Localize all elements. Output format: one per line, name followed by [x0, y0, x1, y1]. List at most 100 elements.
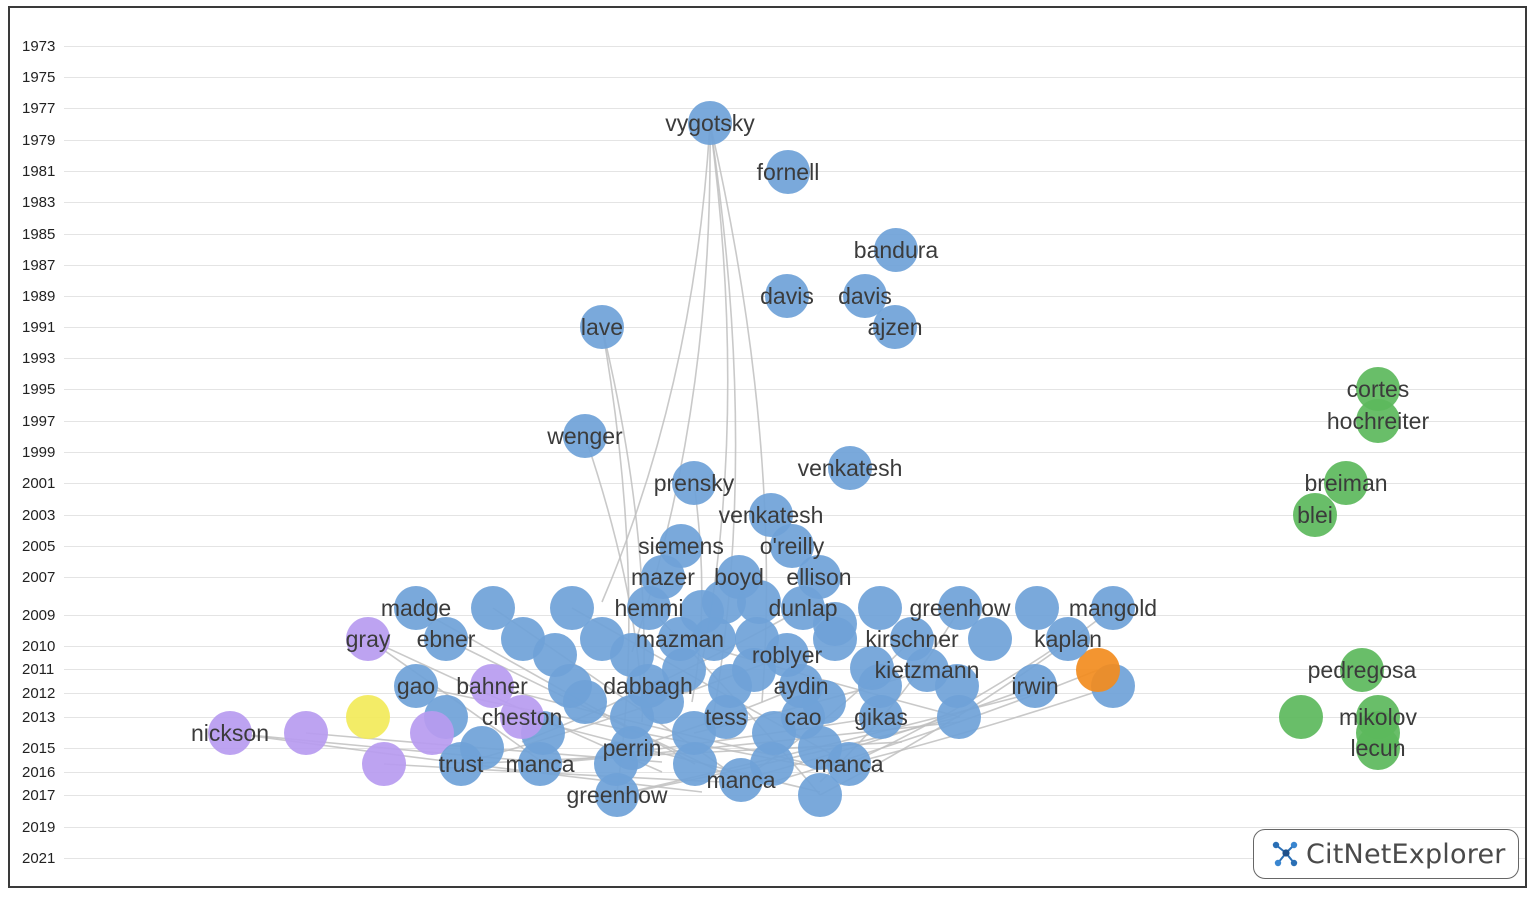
- node-label: aydin: [774, 673, 829, 699]
- publication-node-ajzen[interactable]: [873, 305, 917, 349]
- publication-node[interactable]: [968, 617, 1012, 661]
- year-tick-label: 1993: [22, 350, 55, 367]
- publication-node-mikolov[interactable]: [1356, 695, 1400, 739]
- publication-node-greenhow[interactable]: [595, 773, 639, 817]
- publication-node-manca[interactable]: [827, 742, 871, 786]
- publication-node-venkatesh[interactable]: [749, 493, 793, 537]
- publication-node-trust[interactable]: [439, 742, 483, 786]
- publication-node[interactable]: [563, 680, 607, 724]
- year-tick-label: 1987: [22, 257, 55, 274]
- publication-node-breiman[interactable]: [1324, 461, 1368, 505]
- node-label: venkatesh: [719, 502, 824, 528]
- publication-node[interactable]: [732, 648, 776, 692]
- node-label: pedregosa: [1308, 657, 1417, 683]
- year-tick-label: 1999: [22, 444, 55, 461]
- publication-node-venkatesh[interactable]: [828, 446, 872, 490]
- publication-node-hochreiter[interactable]: [1356, 399, 1400, 443]
- year-tick-label: 2011: [22, 661, 54, 678]
- publication-node-davis[interactable]: [765, 274, 809, 318]
- publication-node-gao[interactable]: [394, 664, 438, 708]
- node-label: bandura: [854, 237, 939, 263]
- publication-node-greenhow[interactable]: [938, 586, 982, 630]
- publication-node-nickson[interactable]: [208, 711, 252, 755]
- publication-node-pedregosa[interactable]: [1340, 648, 1384, 692]
- publication-node[interactable]: [284, 711, 328, 755]
- publication-node-bandura[interactable]: [874, 228, 918, 272]
- publication-node-cortes[interactable]: [1356, 367, 1400, 411]
- node-label: hemmi: [614, 595, 683, 621]
- publication-node-lecun[interactable]: [1356, 726, 1400, 770]
- year-tick-label: 2005: [22, 538, 55, 555]
- node-label: o'reilly: [760, 533, 825, 559]
- node-label: prensky: [654, 470, 735, 496]
- node-label: gikas: [854, 704, 908, 730]
- publication-node-oreilly[interactable]: [770, 524, 814, 568]
- publication-node[interactable]: [858, 586, 902, 630]
- publication-node[interactable]: [673, 742, 717, 786]
- publication-node[interactable]: [410, 711, 454, 755]
- publication-node-dunlap[interactable]: [781, 586, 825, 630]
- publication-node-vygotsky[interactable]: [688, 101, 732, 145]
- publication-node-kietzmann[interactable]: [905, 648, 949, 692]
- publication-node[interactable]: [937, 695, 981, 739]
- node-label: dabbagh: [603, 673, 693, 699]
- year-tick-label: 2009: [22, 607, 55, 624]
- publication-node-prensky[interactable]: [672, 461, 716, 505]
- node-label: dunlap: [768, 595, 837, 621]
- publication-node-irwin[interactable]: [1013, 664, 1057, 708]
- publication-node-tess[interactable]: [704, 695, 748, 739]
- publication-node[interactable]: [850, 646, 894, 690]
- node-label: trust: [439, 751, 484, 777]
- publication-node-dabbagh[interactable]: [626, 664, 670, 708]
- node-label: madge: [381, 595, 451, 621]
- publication-node[interactable]: [471, 586, 515, 630]
- year-tick-label: 2019: [22, 819, 55, 836]
- year-tick-label: 1991: [22, 319, 55, 336]
- year-tick-label: 1997: [22, 413, 55, 430]
- publication-node[interactable]: [1015, 586, 1059, 630]
- node-label: davis: [838, 283, 892, 309]
- publication-node-manca[interactable]: [719, 758, 763, 802]
- year-tick-label: 2012: [22, 685, 55, 702]
- publication-node-gray[interactable]: [346, 617, 390, 661]
- publication-node[interactable]: [1076, 648, 1120, 692]
- publication-node-hemmi[interactable]: [627, 586, 671, 630]
- node-label: siemens: [638, 533, 724, 559]
- year-tick-label: 2007: [22, 569, 55, 586]
- year-tick-label: 2016: [22, 764, 55, 781]
- publication-node-blei[interactable]: [1293, 493, 1337, 537]
- node-label: ebner: [417, 626, 476, 652]
- publication-node-mazman[interactable]: [658, 617, 702, 661]
- node-label: perrin: [603, 735, 662, 761]
- node-label: mikolov: [1339, 704, 1417, 730]
- year-tick-label: 2001: [22, 475, 55, 492]
- node-label: tess: [705, 704, 747, 730]
- publication-node[interactable]: [346, 695, 390, 739]
- publication-node[interactable]: [550, 586, 594, 630]
- publication-node-cao[interactable]: [781, 695, 825, 739]
- publication-node-kaplan[interactable]: [1046, 617, 1090, 661]
- publication-node-bahner[interactable]: [470, 664, 514, 708]
- publication-node-cheston[interactable]: [500, 695, 544, 739]
- publication-node-boyd[interactable]: [717, 555, 761, 599]
- citation-network-panel: 1973 1975 1977 1979 1981 1983 1985 1987 1989 1991…: [8, 6, 1527, 888]
- node-label: hochreiter: [1327, 408, 1430, 434]
- publication-node-madge[interactable]: [394, 586, 438, 630]
- publication-node-fornell[interactable]: [766, 150, 810, 194]
- publication-node-davis[interactable]: [843, 274, 887, 318]
- publication-node[interactable]: [692, 617, 736, 661]
- publication-node[interactable]: [813, 617, 857, 661]
- publication-node[interactable]: [798, 773, 842, 817]
- publication-node-lave[interactable]: [580, 305, 624, 349]
- publication-node-ebner[interactable]: [424, 617, 468, 661]
- publication-node[interactable]: [1279, 695, 1323, 739]
- publication-node-wenger[interactable]: [563, 414, 607, 458]
- node-label: manca: [814, 751, 883, 777]
- publication-node-gikas[interactable]: [859, 695, 903, 739]
- publication-node-perrin[interactable]: [610, 726, 654, 770]
- publication-node[interactable]: [362, 742, 406, 786]
- publication-node-mangold[interactable]: [1091, 586, 1135, 630]
- publication-node-manca[interactable]: [518, 742, 562, 786]
- node-label: vygotsky: [665, 110, 755, 136]
- publication-nodes: [208, 101, 1400, 817]
